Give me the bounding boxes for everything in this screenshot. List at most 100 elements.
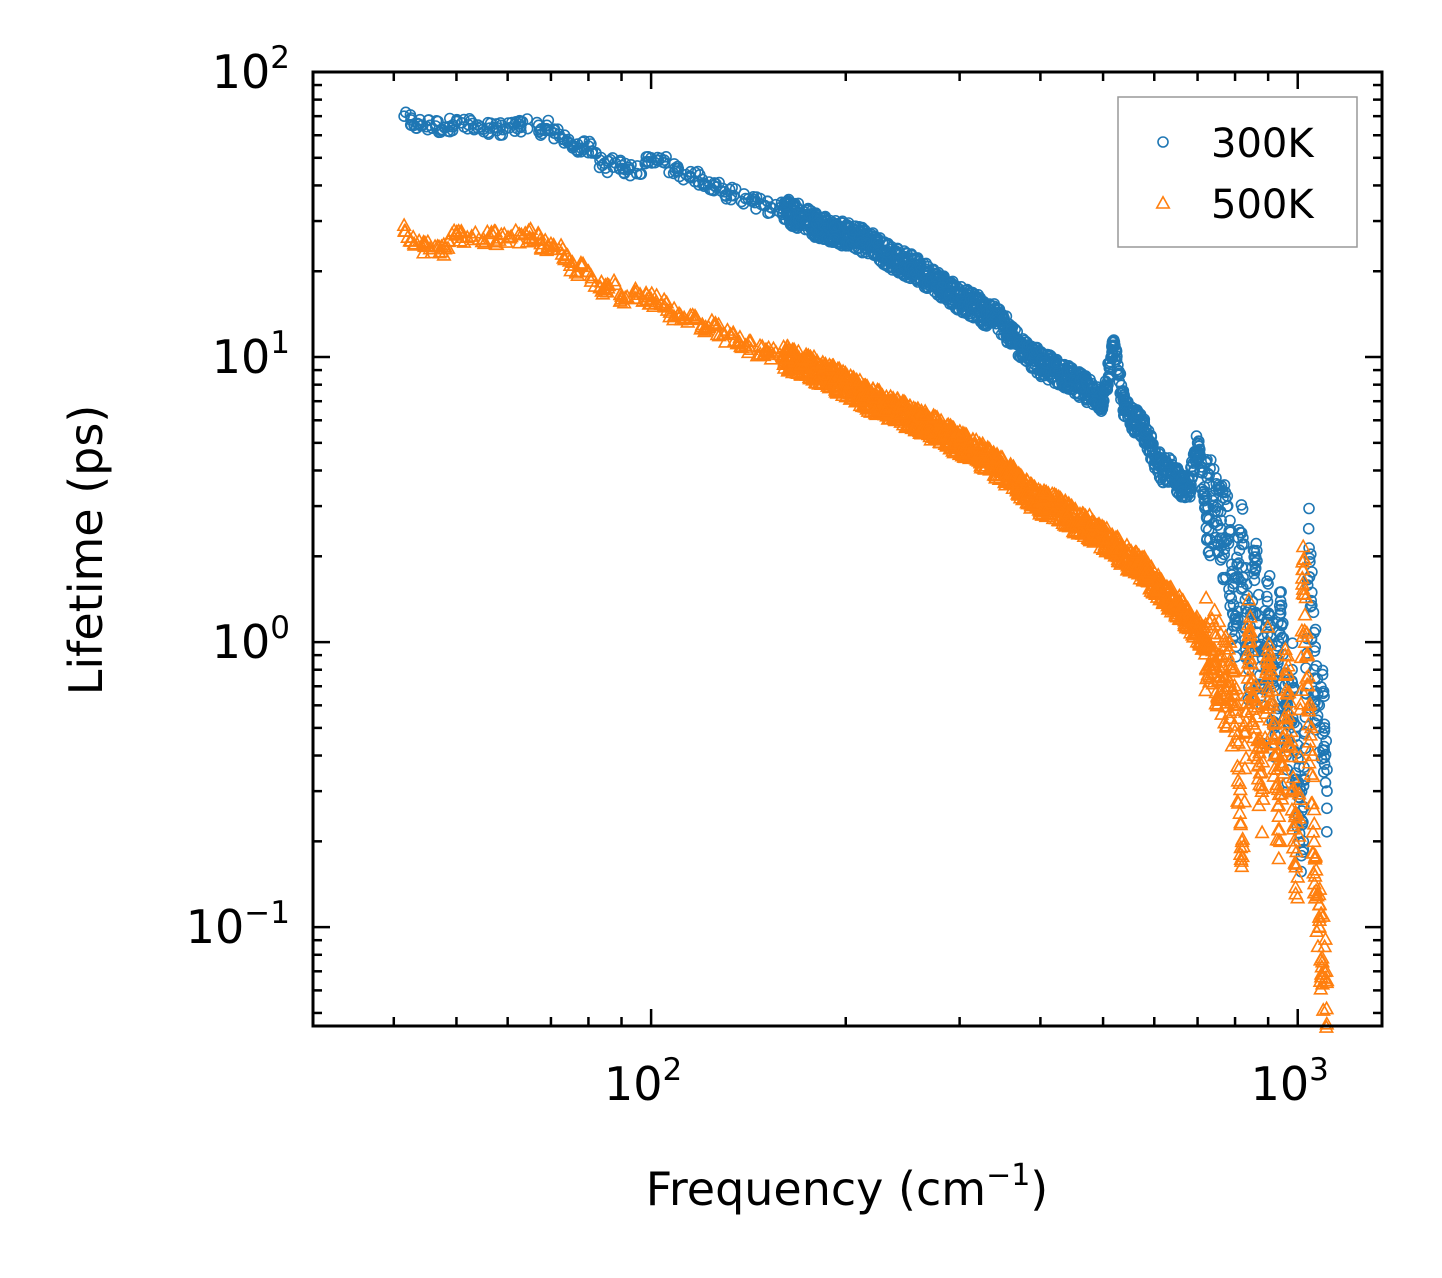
data-point (1063, 382, 1075, 395)
data-point (1285, 820, 1301, 835)
data-point (1306, 884, 1322, 899)
data-point (694, 316, 710, 331)
data-point (1222, 692, 1238, 707)
data-point (570, 267, 586, 282)
data-point (406, 237, 423, 251)
data-point (574, 258, 590, 273)
data-point (1296, 586, 1313, 600)
data-point (1097, 382, 1110, 395)
data-point (1219, 493, 1232, 506)
data-point (1221, 710, 1238, 724)
data-point (1237, 581, 1249, 594)
data-point (503, 121, 516, 134)
data-point (1307, 849, 1323, 864)
data-point (634, 168, 646, 180)
data-point (1249, 562, 1262, 574)
data-point (696, 323, 713, 338)
data-point (1215, 514, 1227, 527)
data-point (1236, 503, 1249, 515)
data-point (436, 247, 452, 261)
data-point (1036, 349, 1048, 361)
data-point (780, 344, 796, 359)
data-point (927, 408, 944, 423)
data-point (998, 312, 1010, 324)
data-point (1305, 594, 1317, 607)
data-point (644, 285, 660, 300)
data-point (1160, 591, 1177, 606)
data-point (467, 224, 483, 239)
data-point (1304, 747, 1321, 762)
data-point (1108, 336, 1121, 348)
y-tick-label: 10−1 (186, 895, 290, 954)
data-point (1304, 555, 1316, 568)
data-point (891, 246, 904, 259)
data-point (662, 304, 678, 318)
data-point (1271, 850, 1287, 865)
data-point (415, 244, 432, 259)
data-point (1128, 544, 1145, 559)
data-point (1048, 500, 1064, 515)
series-500K (396, 217, 1335, 1033)
data-point (1225, 592, 1238, 605)
data-point (1292, 748, 1308, 763)
data-point (1297, 634, 1313, 648)
data-point (1273, 785, 1289, 800)
data-point (1137, 553, 1153, 567)
data-point (1312, 951, 1329, 966)
data-point (1236, 793, 1253, 808)
data-point (1319, 974, 1335, 989)
data-point (1316, 664, 1329, 677)
data-point (1245, 678, 1261, 693)
data-point (1146, 584, 1163, 598)
data-point (1099, 520, 1115, 535)
data-point (1089, 395, 1102, 408)
data-point (1242, 650, 1258, 665)
data-point (1291, 809, 1307, 824)
data-point (1298, 774, 1311, 786)
y-tick-label: 100 (212, 610, 290, 669)
data-point (1096, 402, 1109, 415)
data-point (1111, 363, 1123, 376)
data-point (647, 295, 664, 310)
data-point (1197, 682, 1214, 697)
data-point (1263, 569, 1276, 582)
data-point (1321, 763, 1333, 776)
data-point (881, 255, 894, 267)
data-point (1186, 472, 1198, 485)
data-point (684, 165, 697, 178)
data-point (1296, 551, 1313, 566)
data-point (1101, 376, 1113, 389)
data-point (732, 329, 748, 343)
data-point (1244, 608, 1257, 620)
data-point (829, 385, 845, 399)
series-300K (398, 106, 1333, 878)
data-point (1275, 619, 1288, 632)
data-point (740, 344, 757, 359)
data-point (446, 124, 459, 137)
data-point (602, 155, 615, 168)
data-point (1275, 777, 1291, 791)
data-point (1075, 505, 1091, 520)
data-point (635, 292, 651, 307)
data-point (697, 177, 710, 189)
data-point (1317, 685, 1330, 698)
data-point (411, 232, 427, 247)
data-point (1217, 698, 1234, 713)
data-point (1242, 623, 1258, 637)
data-point (666, 300, 682, 315)
data-point (1317, 931, 1334, 945)
data-point (726, 181, 738, 194)
data-point (971, 439, 988, 454)
data-point (1229, 696, 1245, 711)
data-point (1291, 828, 1307, 842)
legend-label-300k: 300K (1211, 121, 1315, 167)
data-point (1150, 572, 1166, 586)
data-point (1192, 626, 1208, 641)
data-point (1295, 538, 1311, 553)
data-point (1200, 510, 1213, 523)
data-point (1221, 500, 1234, 512)
data-point (601, 277, 617, 292)
data-point (933, 412, 949, 427)
data-point (508, 222, 524, 237)
data-point (852, 372, 868, 386)
